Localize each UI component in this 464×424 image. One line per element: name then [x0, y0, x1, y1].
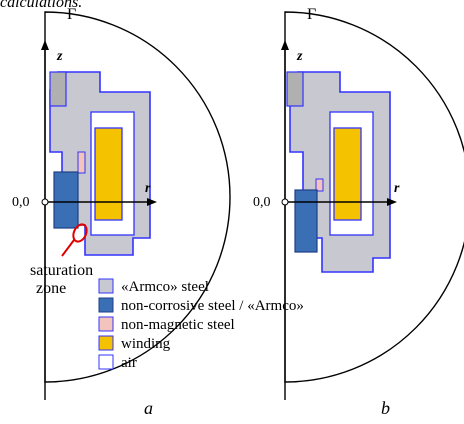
r-label-b: r — [394, 181, 400, 196]
nonmag-pad-a — [77, 151, 86, 174]
r-label-a: r — [145, 181, 151, 196]
subfigure-label-b: b — [381, 398, 390, 418]
r-arrow-b — [387, 198, 397, 206]
top-column-a — [49, 71, 67, 107]
saturation-label-line2: zone — [36, 280, 66, 297]
saturation-ellipse — [72, 223, 88, 243]
header-fragment: calculations. — [0, 0, 82, 11]
legend-label-air: air — [121, 355, 137, 371]
saturation-pointer — [61, 239, 75, 257]
subfigure-label-a: a — [144, 398, 153, 418]
z-label-a: z — [56, 49, 63, 64]
legend-label-armco: «Armco» steel — [121, 279, 209, 295]
legend-label-noncorrosive: non-corrosive steel / «Armco» — [121, 298, 304, 314]
legend-label-winding: winding — [121, 336, 171, 352]
plunger-a — [53, 171, 79, 229]
winding-a — [94, 127, 123, 221]
legend-swatch-noncorrosive — [98, 297, 114, 313]
saturation-label-line1: saturation — [30, 262, 93, 279]
panel-b: Γ z r 0,0 b — [253, 6, 464, 418]
boundary-label-a: Γ — [67, 6, 76, 23]
legend-swatch-winding — [98, 335, 114, 351]
z-arrow-b — [281, 40, 289, 50]
nonmag-pad-b — [315, 178, 324, 192]
legend-swatch-armco — [98, 278, 114, 294]
boundary-label-b: Γ — [307, 6, 316, 23]
legend-swatch-air — [98, 354, 114, 370]
plunger-b — [294, 189, 318, 253]
z-arrow-a — [41, 40, 49, 50]
legend: «Armco» steel non-corrosive steel / «Arm… — [98, 278, 304, 371]
winding-b — [333, 127, 362, 221]
top-column-b — [286, 71, 304, 107]
z-label-b: z — [296, 49, 303, 64]
panel-a: Γ z r 0,0 saturation zone a — [12, 6, 231, 418]
origin-b — [281, 198, 289, 206]
r-arrow-a — [147, 198, 157, 206]
origin-a — [41, 198, 49, 206]
legend-label-nonmagnetic: non-magnetic steel — [121, 317, 235, 333]
origin-label-a: 0,0 — [12, 195, 30, 210]
origin-label-b: 0,0 — [253, 195, 271, 210]
legend-swatch-nonmagnetic — [98, 316, 114, 332]
